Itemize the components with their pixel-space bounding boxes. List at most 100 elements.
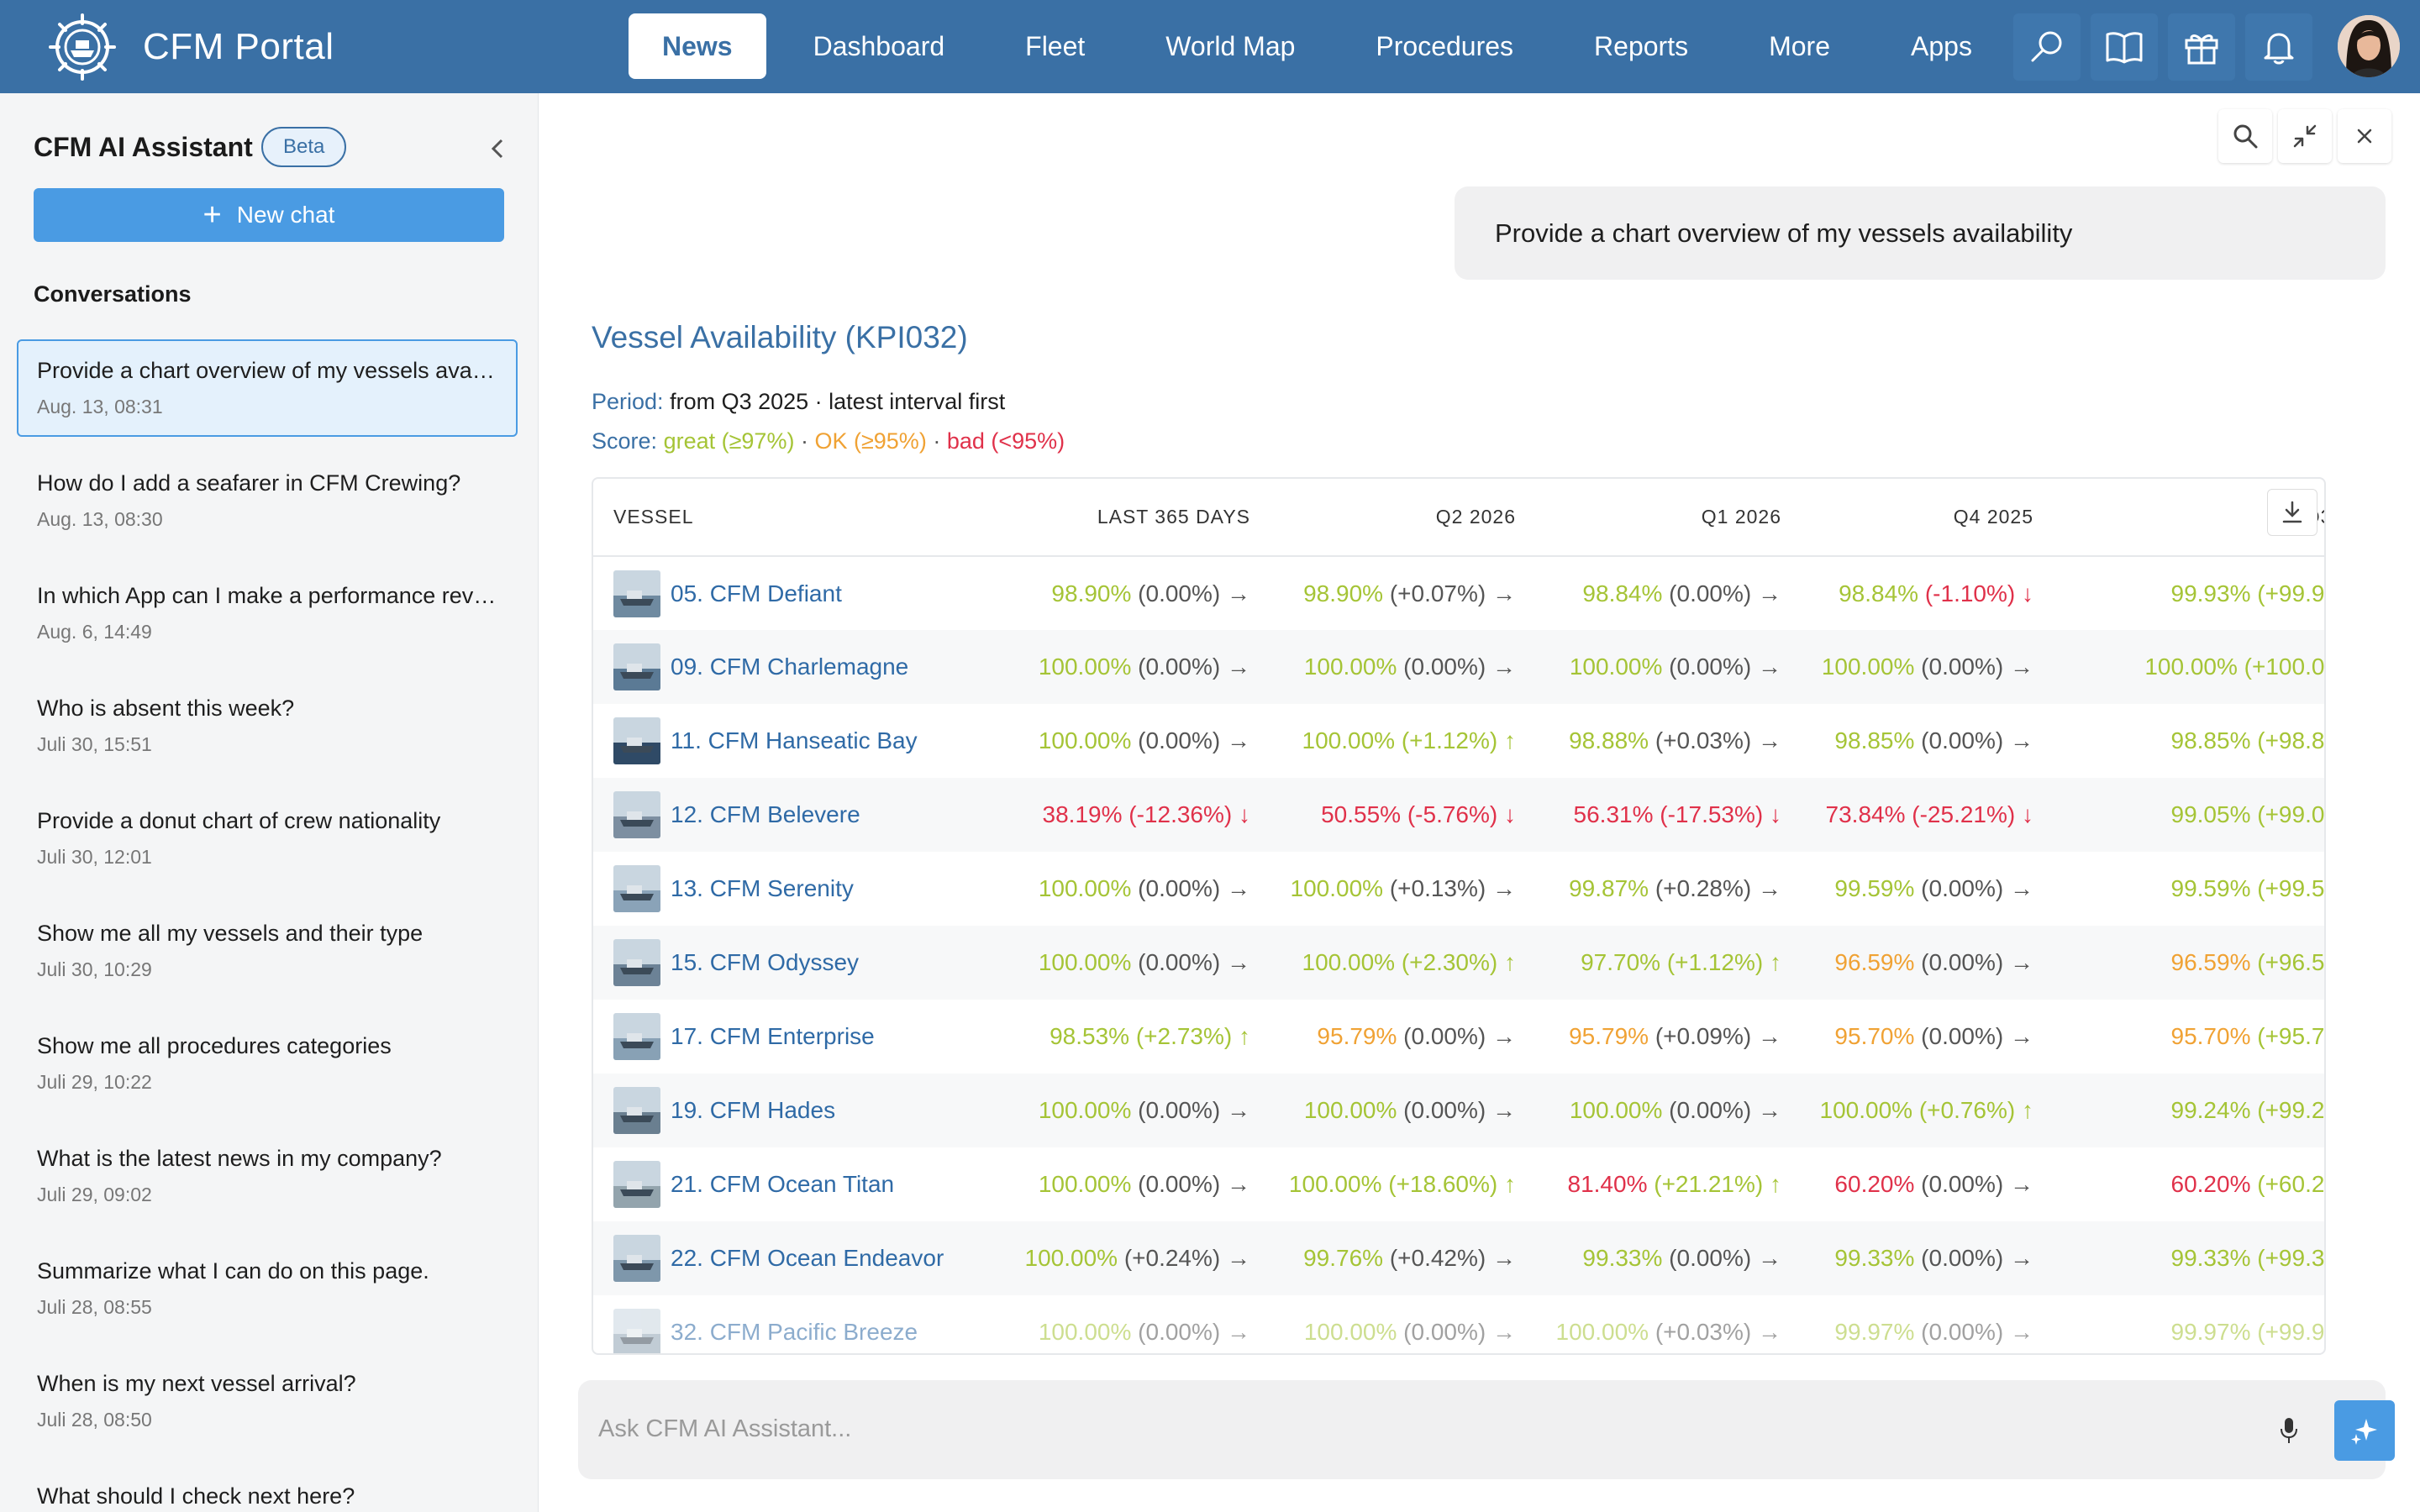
vessel-link[interactable]: 12. CFM Belevere	[613, 791, 981, 838]
minimize-button[interactable]	[2278, 109, 2332, 163]
vessel-link[interactable]: 09. CFM Charlemagne	[613, 643, 981, 690]
table-row[interactable]: 19. CFM Hades 100.00% (0.00%) → 100.00% (0…	[593, 1074, 2324, 1147]
vessel-name: 11. CFM Hanseatic Bay	[671, 727, 918, 753]
sidebar-title: CFM AI Assistant	[34, 132, 253, 162]
column-header[interactable]: LAST 365 DAYS	[997, 479, 1265, 557]
conversation-item[interactable]: Who is absent this week? Juli 30, 15:51	[17, 677, 518, 774]
table-row[interactable]: 13. CFM Serenity 100.00% (0.00%) → 100.00%…	[593, 852, 2324, 926]
nav-item-procedures[interactable]: Procedures	[1376, 30, 1514, 61]
vessel-name: 17. CFM Enterprise	[671, 1023, 875, 1049]
availability-delta: (+0.42%) →	[1389, 1245, 1516, 1271]
availability-cell: 99.33% (0.00%) →	[1531, 1221, 1797, 1295]
vessel-link[interactable]: 11. CFM Hanseatic Bay	[613, 717, 981, 764]
table-row[interactable]: 22. CFM Ocean Endeavor 100.00% (+0.24%) →…	[593, 1221, 2324, 1295]
vessel-link[interactable]: 17. CFM Enterprise	[613, 1013, 981, 1060]
manual-button[interactable]	[2091, 13, 2158, 81]
gift-button[interactable]	[2168, 13, 2235, 81]
conversation-item[interactable]: How do I add a seafarer in CFM Crewing? A…	[17, 452, 518, 549]
bell-icon	[2264, 33, 2294, 65]
availability-value: 97.70%	[1581, 949, 1661, 975]
conversation-item[interactable]: What should I check next here?	[17, 1465, 518, 1512]
vessel-link[interactable]: 21. CFM Ocean Titan	[613, 1161, 981, 1208]
table-row[interactable]: 21. CFM Ocean Titan 100.00% (0.00%) → 100.…	[593, 1147, 2324, 1221]
sparkle-icon	[2351, 1419, 2377, 1445]
vessel-link[interactable]: 05. CFM Defiant	[613, 570, 981, 617]
ship-wheel-logo-icon	[49, 13, 116, 81]
nav-item-dashboard[interactable]: Dashboard	[813, 30, 945, 61]
conversation-timestamp: Aug. 6, 14:49	[37, 621, 152, 643]
brand[interactable]: CFM Portal	[47, 12, 334, 82]
table-row[interactable]: 12. CFM Belevere 38.19% (-12.36%) ↓ 50.55%…	[593, 778, 2324, 852]
conversation-item[interactable]: In which App can I make a performance re…	[17, 564, 518, 662]
close-button[interactable]	[2338, 109, 2391, 163]
download-button[interactable]	[2267, 489, 2317, 536]
availability-cell: 100.00% (0.00%) →	[997, 1074, 1265, 1147]
availability-value: 99.97%	[1834, 1319, 1915, 1345]
conversation-question: What should I check next here?	[37, 1483, 355, 1509]
vessel-link[interactable]: 32. CFM Pacific Breeze	[613, 1309, 981, 1353]
column-header[interactable]: Q2 2026	[1265, 479, 1531, 557]
table-row[interactable]: 05. CFM Defiant 98.90% (0.00%) → 98.90% (+…	[593, 556, 2324, 630]
nav-item-reports[interactable]: Reports	[1594, 30, 1689, 61]
availability-cell: 99.97% (0.00%) →	[1797, 1295, 2049, 1353]
column-header[interactable]: VESSEL	[593, 479, 997, 557]
table-body: 05. CFM Defiant 98.90% (0.00%) → 98.90% (+…	[593, 556, 2325, 1353]
availability-table-container[interactable]: VESSEL LAST 365 DAYS Q2 2026 Q1 2026 Q4 2025…	[592, 477, 2326, 1355]
table-row[interactable]: 17. CFM Enterprise 98.53% (+2.73%) ↑ 95.79…	[593, 1000, 2325, 1074]
availability-cell: 81.40% (+21.21%) ↑	[1531, 1147, 1797, 1221]
search-button[interactable]	[2013, 13, 2081, 81]
voice-input-button[interactable]	[2270, 1410, 2307, 1451]
conversation-item[interactable]: What is the latest news in my company? Ju…	[17, 1127, 518, 1225]
vessel-link[interactable]: 13. CFM Serenity	[613, 865, 981, 912]
conversation-item[interactable]: When is my next vessel arrival? Juli 28, …	[17, 1352, 518, 1450]
availability-value: 100.00%	[1038, 1171, 1132, 1197]
chat-input[interactable]	[598, 1405, 2195, 1452]
availability-cell: 100.00% (0.00%) →	[1265, 1074, 1531, 1147]
availability-delta: (+95.70%) ↑	[2257, 1023, 2325, 1049]
new-chat-button[interactable]: + New chat	[34, 188, 504, 242]
conversation-item[interactable]: Provide a donut chart of crew nationalit…	[17, 790, 518, 887]
table-row[interactable]: 15. CFM Odyssey 100.00% (0.00%) → 100.00% …	[593, 926, 2324, 1000]
vessel-name: 13. CFM Serenity	[671, 875, 854, 901]
conversation-item[interactable]: Summarize what I can do on this page. Jul…	[17, 1240, 518, 1337]
column-header[interactable]: Q1 2026	[1531, 479, 1797, 557]
conversation-item[interactable]: Show me all my vessels and their type Jul…	[17, 902, 518, 1000]
vessel-link[interactable]: 15. CFM Odyssey	[613, 939, 981, 986]
availability-cell: 100.00% (0.00%) →	[1531, 1074, 1797, 1147]
vessel-cell: 19. CFM Hades	[593, 1074, 997, 1147]
availability-value: 99.97%	[2170, 1319, 2251, 1345]
conversation-item[interactable]: Provide a chart overview of my vessels a…	[17, 339, 518, 437]
search-chat-button[interactable]	[2218, 109, 2272, 163]
column-header[interactable]: Q4 2025	[1797, 479, 2049, 557]
vessel-link[interactable]: 19. CFM Hades	[613, 1087, 981, 1134]
availability-cell: 100.00% (0.00%) →	[997, 1147, 1265, 1221]
collapse-sidebar-button[interactable]	[482, 134, 513, 164]
availability-cell: 95.70% (0.00%) →	[1797, 1000, 2049, 1074]
vessel-link[interactable]: 22. CFM Ocean Endeavor	[613, 1235, 981, 1282]
vessel-cell: 05. CFM Defiant	[593, 556, 997, 630]
conversation-item[interactable]: Show me all procedures categories Juli 29…	[17, 1015, 518, 1112]
send-button[interactable]	[2334, 1400, 2395, 1461]
nav-item-fleet[interactable]: Fleet	[1025, 30, 1086, 61]
availability-delta: (+0.24%) →	[1123, 1245, 1250, 1271]
table-row[interactable]: 11. CFM Hanseatic Bay 100.00% (0.00%) → 10…	[593, 704, 2324, 778]
vessel-cell: 12. CFM Belevere	[593, 778, 997, 852]
user-avatar[interactable]	[2338, 15, 2400, 77]
nav-item-news[interactable]: News	[629, 13, 766, 79]
nav-item-apps[interactable]: Apps	[1911, 30, 1972, 61]
availability-delta: (-25.21%) ↓	[1912, 801, 2033, 827]
availability-delta: (0.00%) →	[1921, 949, 2033, 975]
nav-item-world-map[interactable]: World Map	[1165, 30, 1296, 61]
availability-delta: (0.00%) →	[1669, 580, 1781, 606]
conversation-question: When is my next vessel arrival?	[37, 1371, 356, 1396]
availability-cell: 100.00% (+18.60%) ↑	[1265, 1147, 1531, 1221]
availability-delta: (0.00%) →	[1921, 1023, 2033, 1049]
nav-item-more[interactable]: More	[1769, 30, 1830, 61]
table-row[interactable]: 32. CFM Pacific Breeze 100.00% (0.00%) → 1…	[593, 1295, 2324, 1353]
availability-cell: 100.00% (0.00%) →	[997, 630, 1265, 704]
table-row[interactable]: 09. CFM Charlemagne 100.00% (0.00%) → 100.…	[593, 630, 2324, 704]
availability-value: 99.59%	[1834, 875, 1915, 901]
notifications-button[interactable]	[2245, 13, 2312, 81]
conversation-timestamp: Juli 29, 10:22	[37, 1071, 152, 1093]
vessel-name: 05. CFM Defiant	[671, 580, 842, 606]
